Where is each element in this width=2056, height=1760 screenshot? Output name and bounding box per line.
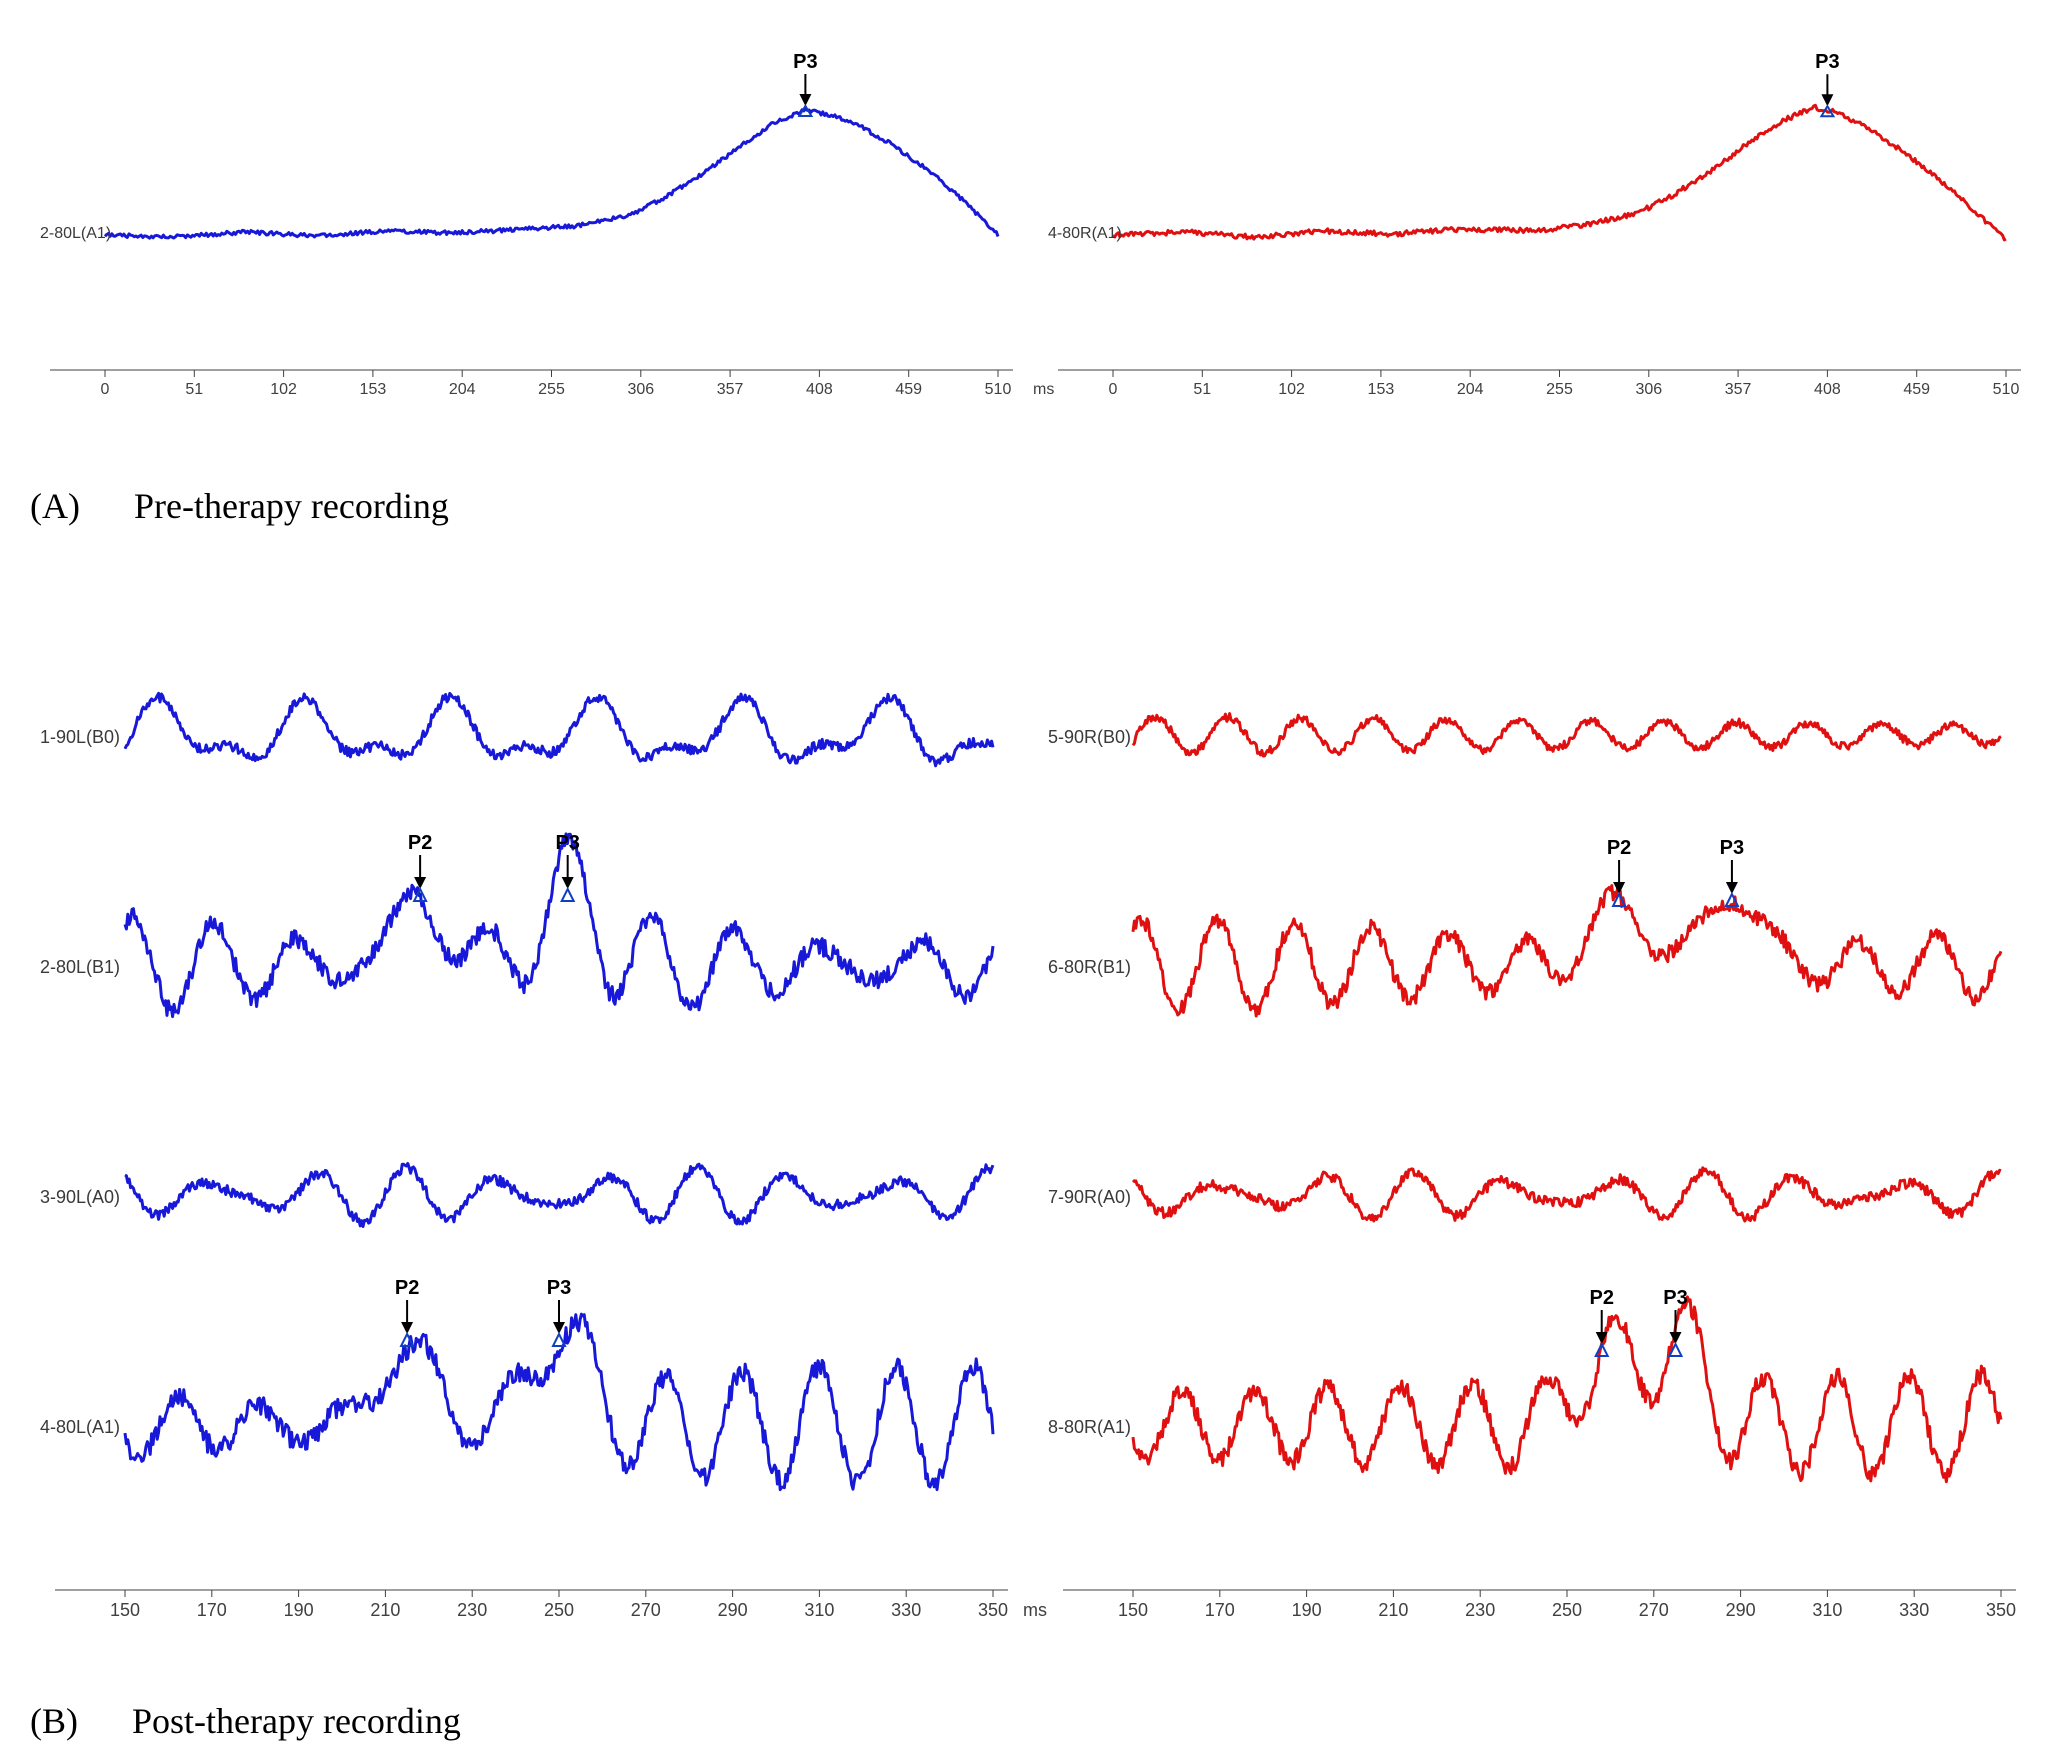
svg-text:0: 0: [1109, 381, 1118, 398]
caption-a-text: Pre-therapy recording: [134, 486, 449, 526]
svg-text:330: 330: [891, 1600, 921, 1620]
svg-text:255: 255: [1546, 381, 1573, 398]
svg-text:190: 190: [1292, 1600, 1322, 1620]
svg-text:230: 230: [457, 1600, 487, 1620]
caption-b-text: Post-therapy recording: [132, 1701, 461, 1741]
caption-b: (B) Post-therapy recording: [30, 1700, 461, 1742]
svg-text:P2: P2: [1589, 1287, 1613, 1309]
svg-text:P3: P3: [555, 832, 579, 854]
svg-text:102: 102: [270, 381, 297, 398]
svg-text:P3: P3: [1663, 1287, 1687, 1309]
svg-text:270: 270: [631, 1600, 661, 1620]
caption-b-letter: (B): [30, 1701, 78, 1741]
svg-text:204: 204: [1457, 381, 1484, 398]
svg-text:510: 510: [985, 381, 1012, 398]
svg-text:357: 357: [1725, 381, 1752, 398]
svg-text:330: 330: [1899, 1600, 1929, 1620]
svg-text:290: 290: [1726, 1600, 1756, 1620]
svg-text:357: 357: [717, 381, 744, 398]
svg-text:P3: P3: [547, 1277, 571, 1299]
svg-text:170: 170: [197, 1600, 227, 1620]
trace-label: 3-90L(A0): [40, 1187, 120, 1208]
svg-text:250: 250: [1552, 1600, 1582, 1620]
svg-text:510: 510: [1993, 381, 2020, 398]
svg-text:0: 0: [101, 381, 110, 398]
trace-label: 7-90R(A0): [1048, 1187, 1131, 1208]
svg-text:204: 204: [449, 381, 476, 398]
svg-text:150: 150: [110, 1600, 140, 1620]
svg-text:170: 170: [1205, 1600, 1235, 1620]
svg-text:P3: P3: [1815, 51, 1839, 73]
svg-text:ms: ms: [1033, 381, 1054, 398]
svg-text:P2: P2: [1607, 837, 1631, 859]
trace-label: 2-80L(A1): [40, 225, 111, 243]
svg-text:210: 210: [1378, 1600, 1408, 1620]
svg-text:210: 210: [370, 1600, 400, 1620]
svg-text:459: 459: [895, 381, 922, 398]
svg-text:250: 250: [544, 1600, 574, 1620]
svg-text:153: 153: [360, 381, 387, 398]
svg-text:306: 306: [627, 381, 654, 398]
trace-label: 8-80R(A1): [1048, 1417, 1131, 1438]
panel-a: 0 51 102 153 204 255 306 357 408 459 510 ms P3 0 51 102…: [30, 10, 2026, 440]
svg-text:P2: P2: [408, 832, 432, 854]
trace-label: 1-90L(B0): [40, 727, 120, 748]
caption-a: (A) Pre-therapy recording: [30, 485, 449, 527]
svg-text:150: 150: [1118, 1600, 1148, 1620]
caption-a-letter: (A): [30, 486, 80, 526]
svg-text:310: 310: [804, 1600, 834, 1620]
svg-text:P3: P3: [1720, 837, 1744, 859]
svg-text:306: 306: [1635, 381, 1662, 398]
svg-text:P3: P3: [793, 51, 817, 73]
svg-text:350: 350: [978, 1600, 1008, 1620]
svg-text:350: 350: [1986, 1600, 2016, 1620]
svg-text:230: 230: [1465, 1600, 1495, 1620]
trace-label: 5-90R(B0): [1048, 727, 1131, 748]
svg-text:P2: P2: [395, 1277, 419, 1299]
trace-label: 4-80R(A1): [1048, 225, 1122, 243]
svg-text:255: 255: [538, 381, 565, 398]
trace-label: 6-80R(B1): [1048, 957, 1131, 978]
svg-text:102: 102: [1278, 381, 1305, 398]
panel-b: 150 170 190 210 230 250 270 290 310 330 350 ms P2 P3 P…: [30, 570, 2026, 1660]
svg-text:408: 408: [1814, 381, 1841, 398]
svg-text:270: 270: [1639, 1600, 1669, 1620]
svg-text:310: 310: [1812, 1600, 1842, 1620]
svg-text:51: 51: [1193, 381, 1211, 398]
svg-text:459: 459: [1903, 381, 1930, 398]
svg-text:153: 153: [1368, 381, 1395, 398]
svg-text:ms: ms: [1023, 1600, 1047, 1620]
svg-text:190: 190: [284, 1600, 314, 1620]
svg-text:51: 51: [185, 381, 203, 398]
trace-label: 2-80L(B1): [40, 957, 120, 978]
figure-root: 0 51 102 153 204 255 306 357 408 459 510 ms P3 0 51 102…: [0, 0, 2056, 1760]
svg-text:290: 290: [718, 1600, 748, 1620]
svg-text:408: 408: [806, 381, 833, 398]
trace-label: 4-80L(A1): [40, 1417, 120, 1438]
